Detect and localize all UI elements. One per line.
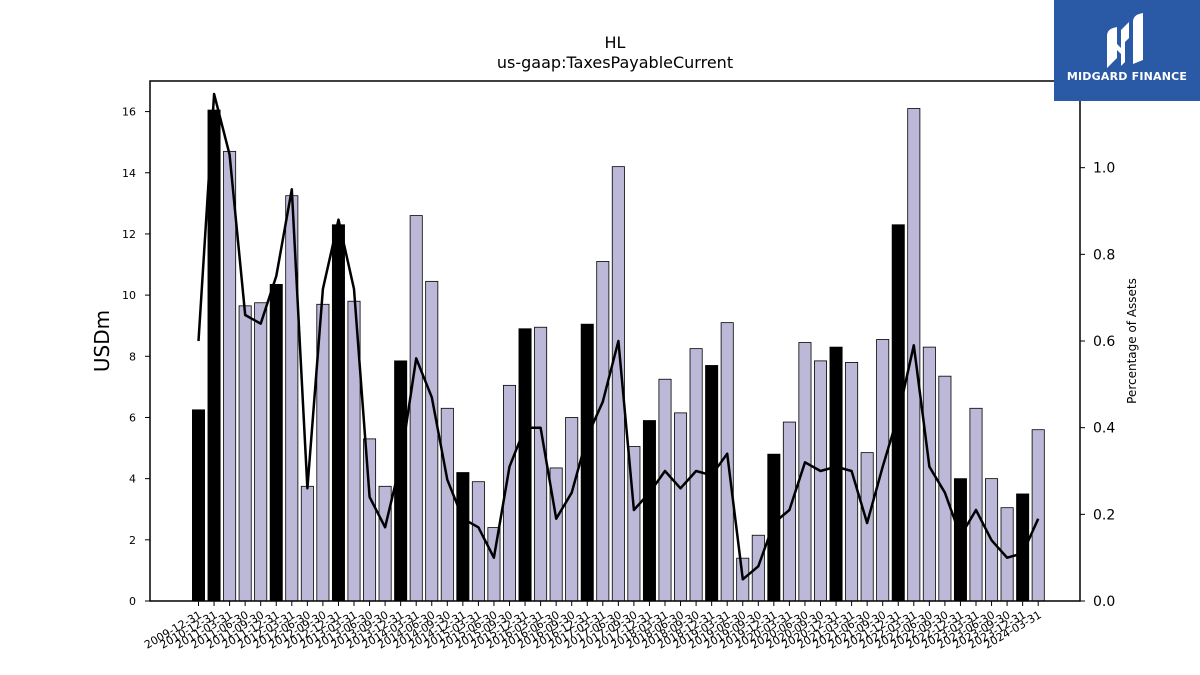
y2-tick-label: 0.0: [1093, 594, 1115, 610]
y-tick-label: 14: [122, 167, 136, 180]
y2-tick-label: 0.8: [1093, 247, 1115, 263]
bar: [223, 150, 237, 602]
bar: [191, 409, 205, 602]
bar: [300, 485, 314, 602]
bar: [518, 328, 532, 602]
bar: [860, 452, 874, 602]
bar: [207, 109, 221, 602]
bar: [1031, 429, 1045, 602]
bar: [751, 534, 765, 602]
chart-subtitle: us-gaap:TaxesPayableCurrent: [497, 53, 733, 72]
bar: [565, 417, 579, 602]
bar: [363, 438, 377, 602]
bars-group: [191, 108, 1045, 602]
y-tick-label: 4: [129, 473, 136, 486]
y2-tick-label: 1.0: [1093, 161, 1115, 177]
bar: [953, 478, 967, 602]
bar: [814, 360, 828, 602]
y-tick-label: 10: [122, 289, 136, 302]
bar: [767, 453, 781, 602]
y-tick-label: 16: [122, 106, 136, 119]
y2-tick-label: 0.2: [1093, 507, 1115, 523]
y-tick-label: 6: [129, 411, 136, 424]
bar: [596, 261, 610, 602]
bar: [471, 481, 485, 602]
line-group: [197, 92, 1040, 581]
bar: [658, 378, 672, 602]
y-tick-label: 2: [129, 534, 136, 547]
bar: [409, 215, 423, 602]
bar: [829, 346, 843, 602]
y2-tick-label: 0.4: [1093, 421, 1115, 437]
pct-assets-line: [197, 92, 1040, 581]
bar: [1016, 493, 1030, 602]
bar: [938, 375, 952, 602]
bar: [969, 407, 983, 602]
bar: [580, 323, 594, 602]
y2-axis-label: Percentage of Assets: [1125, 278, 1139, 404]
brand-logo: MIDGARD FINANCE: [1054, 0, 1200, 101]
bar: [269, 284, 283, 602]
bar: [674, 412, 688, 602]
bar: [378, 485, 392, 602]
bar: [254, 302, 268, 602]
y-tick-label: 0: [129, 595, 136, 608]
brand-name: MIDGARD FINANCE: [1066, 70, 1188, 83]
y2-tick-label: 0.6: [1093, 334, 1115, 350]
bar: [456, 472, 470, 602]
bar: [534, 326, 548, 602]
chart-title: HL: [605, 33, 626, 52]
y-tick-label: 8: [129, 350, 136, 363]
bar: [425, 280, 439, 602]
bar: [440, 407, 454, 602]
y-axis-label: USDm: [90, 310, 114, 372]
bar: [642, 420, 656, 602]
y-tick-label: 12: [122, 228, 136, 241]
bar: [331, 224, 345, 602]
midgard-m-logo-icon: [1107, 13, 1143, 68]
bar: [705, 365, 719, 602]
bar: [238, 305, 252, 602]
